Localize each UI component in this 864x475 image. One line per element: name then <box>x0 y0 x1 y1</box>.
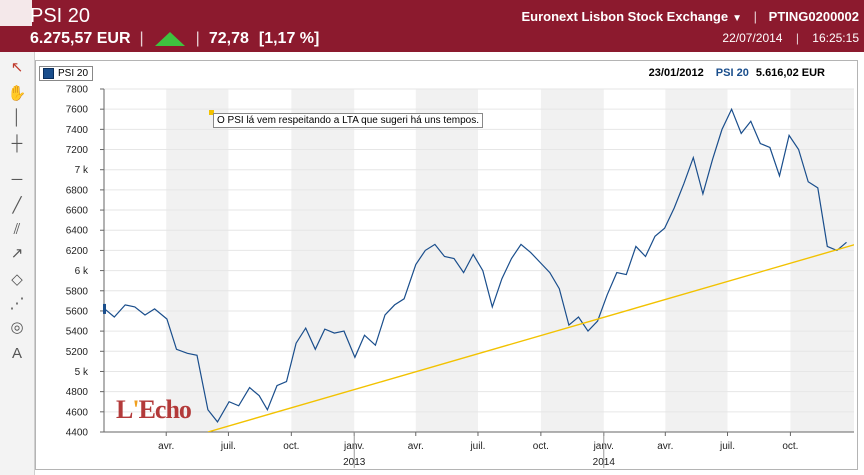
x-year-label: 2014 <box>593 457 616 468</box>
quarter-band <box>291 89 355 432</box>
x-tick-label: juil. <box>469 441 485 452</box>
x-tick-label: avr. <box>408 441 424 452</box>
drawing-toolbar: ↖ ✋ │ ┼ ─ ╱ ⫽ ↗ ◇ ⋰ ◎ A <box>0 52 35 475</box>
y-tick-label: 6800 <box>66 185 89 196</box>
parallel-lines-icon[interactable]: ⫽ <box>13 221 21 238</box>
price-change: 72,78 <box>208 30 249 47</box>
readout-date: 23/01/2012 <box>648 67 704 79</box>
readout-series: PSI 20 <box>715 67 749 79</box>
exchange-selector[interactable]: Euronext Lisbon Stock Exchange ▼ <box>522 9 743 24</box>
legend-label: PSI 20 <box>58 68 89 79</box>
y-tick-label: 4400 <box>66 428 89 439</box>
y-tick-label: 5600 <box>66 306 89 317</box>
price-chart[interactable]: 4400 4600 4800 5 k 5200 5400 5600 5800 6 k 6200 64… <box>36 61 857 469</box>
annotation-marker[interactable] <box>209 110 214 115</box>
ray-icon[interactable]: ↗ <box>10 245 24 262</box>
y-tick-label: 4800 <box>66 387 89 398</box>
y-tick-label: 7400 <box>66 125 89 136</box>
legend-swatch <box>43 68 54 79</box>
quarter-band <box>540 89 604 432</box>
readout-value: 5.616,02 EUR <box>755 67 825 79</box>
y-tick-label: 6 k <box>75 266 89 277</box>
cursor-readout: 23/01/2012 PSI 20 5.616,02 EUR <box>649 67 825 79</box>
exchange-info: Euronext Lisbon Stock Exchange ▼ | PTING0… <box>522 9 860 24</box>
y-tick-label: 7800 <box>66 85 89 96</box>
pointer-icon[interactable]: ↖ <box>10 59 24 76</box>
hand-icon[interactable]: ✋ <box>7 85 27 102</box>
y-tick-label: 5200 <box>66 347 89 358</box>
text-icon[interactable]: A <box>11 345 22 362</box>
trend-line <box>207 244 854 432</box>
logo-icon <box>0 0 32 26</box>
echo-watermark: L'Echo <box>116 395 192 424</box>
timestamp: 22/07/2014 | 16:25:15 <box>722 31 859 45</box>
horizontal-line-icon[interactable]: ─ <box>11 171 23 188</box>
y-tick-label: 6400 <box>66 226 89 237</box>
x-tick-label: avr. <box>657 441 673 452</box>
x-year-label: 2013 <box>343 457 366 468</box>
chart-area[interactable]: 4400 4600 4800 5 k 5200 5400 5600 5800 6 k 6200 64… <box>35 60 858 470</box>
separator: | <box>139 30 144 47</box>
chevron-down-icon: ▼ <box>732 13 743 24</box>
trend-up-icon <box>154 32 185 46</box>
quote-header: PSI 20 6.275,57 EUR | | 72,78 [1,17 %] E… <box>0 0 864 52</box>
y-tick-label: 6600 <box>66 206 89 217</box>
x-tick-label: oct. <box>782 441 798 452</box>
price-change-pct: [1,17 %] <box>258 30 320 47</box>
y-tick-label: 5 k <box>75 367 89 378</box>
quote-time: 16:25:15 <box>812 31 859 45</box>
separator: | <box>195 30 200 47</box>
arcs-icon[interactable]: ◎ <box>10 319 24 336</box>
y-tick-label: 5800 <box>66 286 89 297</box>
separator: | <box>795 31 799 45</box>
rectangle-icon[interactable]: ◇ <box>11 271 23 288</box>
trend-line-icon[interactable]: ╱ <box>12 197 22 214</box>
crosshair-icon[interactable]: ┼ <box>11 135 23 152</box>
plot-background <box>104 89 854 432</box>
vertical-line-icon[interactable]: │ <box>12 109 22 126</box>
last-price: 6.275,57 EUR <box>30 30 131 47</box>
quote-date: 22/07/2014 <box>722 31 783 45</box>
y-tick-label: 6200 <box>66 246 89 257</box>
y-tick-label: 4600 <box>66 407 89 418</box>
x-tick-label: oct. <box>283 441 299 452</box>
x-tick-label: avr. <box>158 441 174 452</box>
x-tick-label: juil. <box>220 441 236 452</box>
quote-summary: 6.275,57 EUR | | 72,78 [1,17 %] <box>30 30 319 48</box>
quarter-band <box>415 89 478 432</box>
chart-annotation[interactable]: O PSI lá vem respeitando a LTA que suger… <box>213 113 483 128</box>
y-tick-label: 7 k <box>75 165 89 176</box>
index-title: PSI 20 <box>30 5 91 27</box>
chart-legend[interactable]: PSI 20 <box>39 66 94 81</box>
y-tick-label: 7600 <box>66 105 89 116</box>
x-tick-label: juil. <box>719 441 735 452</box>
separator: | <box>753 9 758 24</box>
y-tick-label: 5400 <box>66 327 89 338</box>
fan-icon[interactable]: ⋰ <box>9 295 25 312</box>
isin-code: PTING0200002 <box>768 9 859 24</box>
x-tick-label: oct. <box>533 441 549 452</box>
exchange-name: Euronext Lisbon Stock Exchange <box>521 9 729 24</box>
quarter-band <box>166 89 229 432</box>
series-start-marker <box>103 303 106 314</box>
y-tick-label: 7200 <box>66 145 89 156</box>
series-line-psi20 <box>104 107 847 423</box>
